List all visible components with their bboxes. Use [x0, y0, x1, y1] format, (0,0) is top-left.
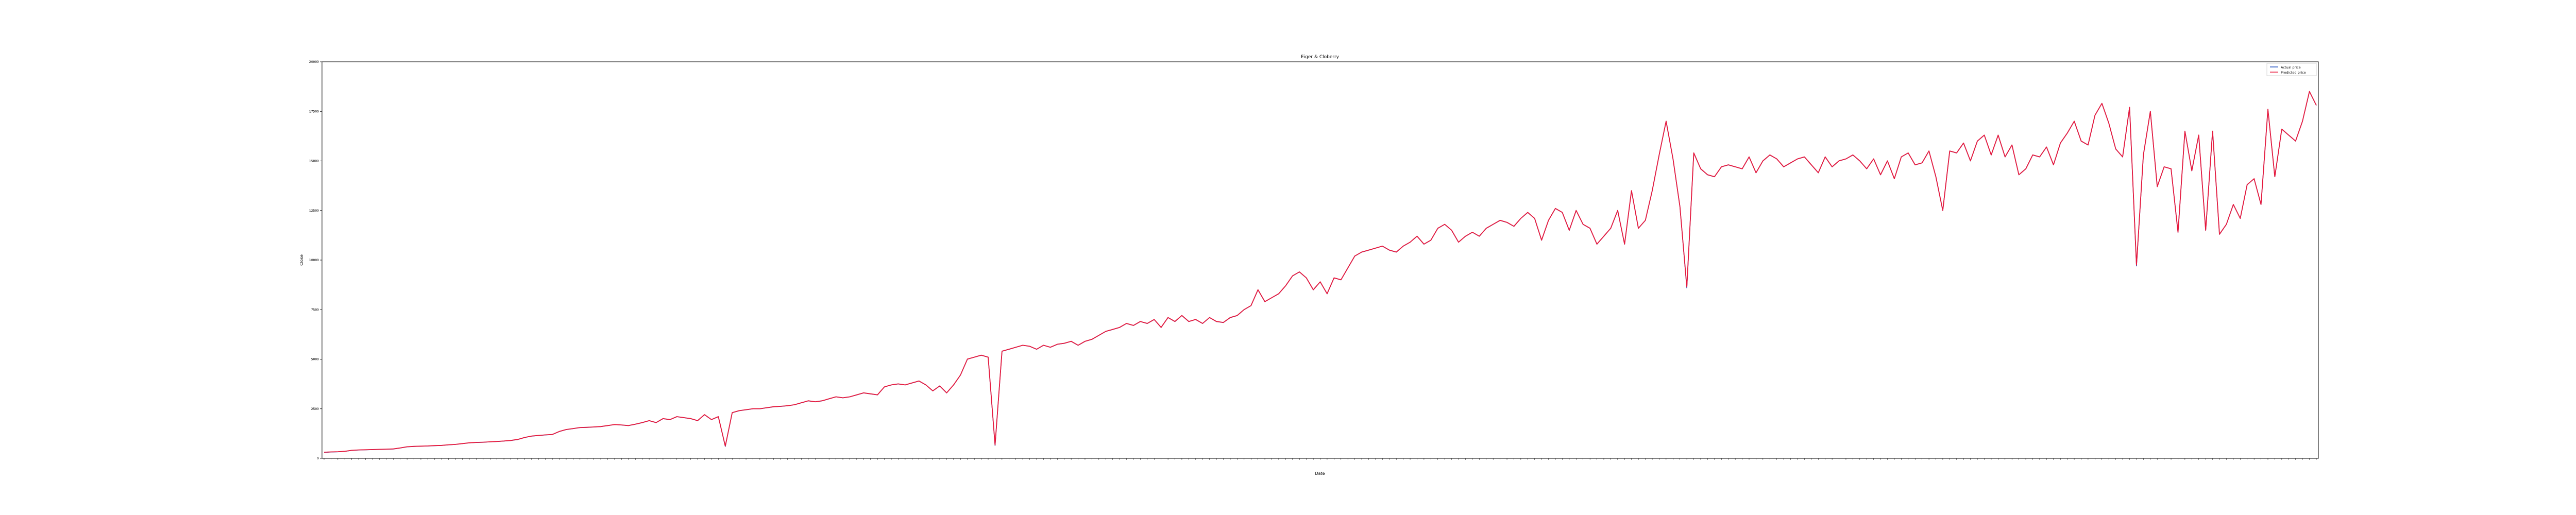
legend-label-predicted: Predicted price: [2281, 71, 2306, 75]
y-tick-label: 7500: [311, 308, 319, 312]
y-tick-label: 20000: [309, 60, 319, 64]
y-axis-label: Close: [299, 254, 304, 266]
y-tick-label: 0: [317, 457, 319, 460]
legend: Actual price Predicted price: [2266, 63, 2317, 76]
series-layer: [324, 91, 2317, 453]
x-axis: [324, 458, 2317, 460]
y-axis: 0 2500 5000 7500 10000 12500 15000 17500 20000: [309, 60, 322, 460]
chart-title: Eiger & Cloberry: [1301, 55, 1340, 60]
y-tick-label: 5000: [311, 358, 319, 362]
plot-area: [321, 61, 2319, 459]
y-tick-label: 15000: [309, 160, 319, 163]
legend-label-actual: Actual price: [2281, 65, 2301, 70]
legend-box: [2266, 63, 2317, 76]
x-axis-label: Date: [1315, 471, 1325, 476]
series-line-predicted: [324, 91, 2317, 453]
y-tick-label: 2500: [311, 407, 319, 411]
y-tick-label: 17500: [309, 110, 319, 113]
series-line-actual: [324, 91, 2317, 453]
y-tick-label: 12500: [309, 209, 319, 213]
y-tick-label: 10000: [309, 259, 319, 262]
